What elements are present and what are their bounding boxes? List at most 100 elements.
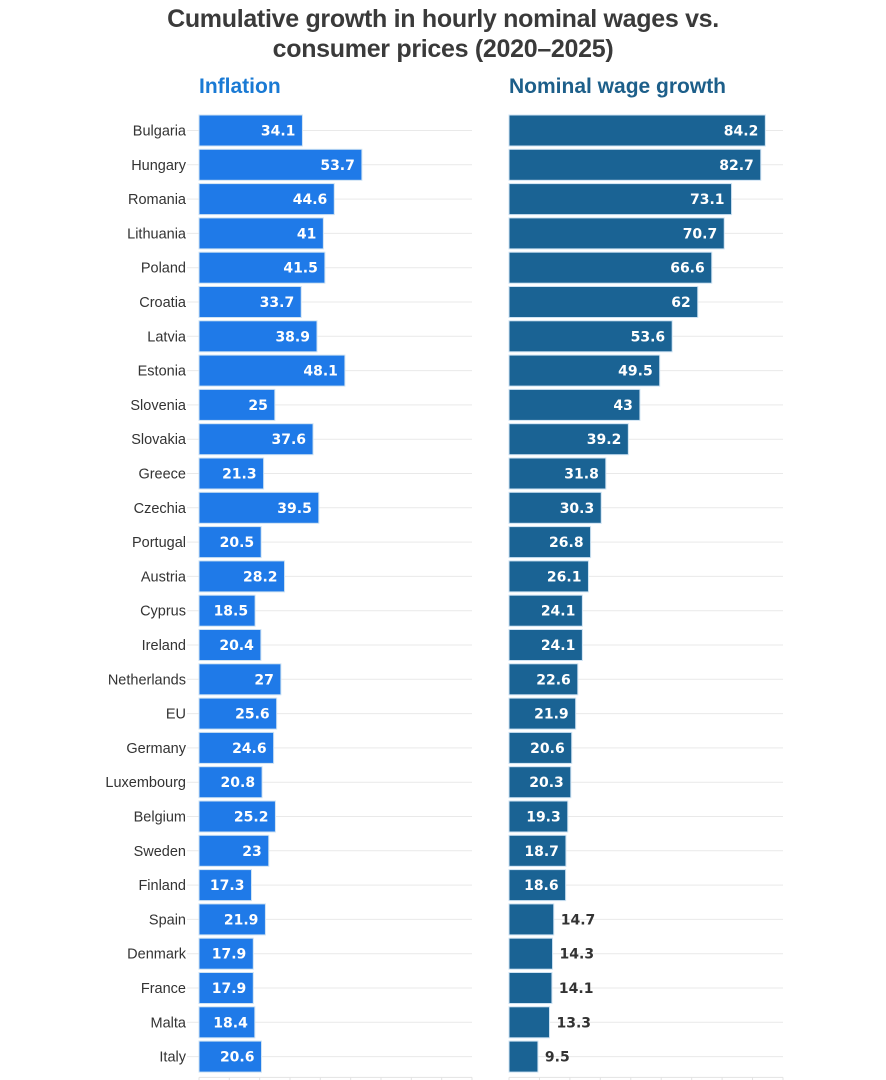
category-label: Austria xyxy=(141,569,187,585)
bar xyxy=(508,937,554,970)
data-label: 9.5 xyxy=(545,1050,570,1066)
category-label: Bulgaria xyxy=(133,124,187,140)
data-label: 53.7 xyxy=(320,158,355,174)
bar xyxy=(198,560,286,593)
chart-title: Cumulative growth in hourly nominal wage… xyxy=(0,4,886,64)
data-label: 41 xyxy=(297,226,316,242)
bar xyxy=(198,937,254,970)
category-label: Germany xyxy=(126,741,186,757)
bar xyxy=(508,423,629,456)
bar xyxy=(198,320,318,353)
bar xyxy=(198,697,278,730)
data-label: 48.1 xyxy=(303,364,338,380)
category-label: Denmark xyxy=(127,947,187,963)
data-label: 37.6 xyxy=(272,432,307,448)
category-label: Italy xyxy=(159,1050,186,1066)
data-label: 41.5 xyxy=(283,261,318,277)
bar xyxy=(198,388,276,421)
data-label: 62 xyxy=(671,295,690,311)
data-label: 21.3 xyxy=(222,467,257,483)
bar xyxy=(508,731,573,764)
data-label: 39.2 xyxy=(587,432,622,448)
panel-title-wage-growth: Nominal wage growth xyxy=(509,75,727,98)
chart-title-line-2: consumer prices (2020–2025) xyxy=(272,35,614,63)
data-label: 39.5 xyxy=(277,501,312,517)
category-label: Romania xyxy=(128,192,187,208)
bar xyxy=(198,800,276,833)
category-label: Malta xyxy=(151,1015,187,1031)
bar xyxy=(508,663,579,696)
bar xyxy=(508,629,583,661)
data-label: 19.3 xyxy=(526,810,561,826)
data-label: 17.9 xyxy=(212,981,247,997)
category-label: Hungary xyxy=(131,158,187,174)
bar xyxy=(198,251,326,284)
bar xyxy=(198,869,252,902)
data-label: 66.6 xyxy=(670,261,705,277)
bar xyxy=(508,594,583,627)
data-label: 31.8 xyxy=(564,467,599,483)
data-label: 17.9 xyxy=(212,947,247,963)
bar xyxy=(508,800,569,833)
chart-title-line-1: Cumulative growth in hourly nominal wage… xyxy=(167,5,719,33)
data-label: 17.3 xyxy=(210,878,245,894)
bar xyxy=(508,114,766,147)
bar xyxy=(198,629,262,661)
data-label: 25.2 xyxy=(234,810,269,826)
bar xyxy=(508,457,607,490)
category-label: Estonia xyxy=(138,364,187,380)
bar xyxy=(508,869,567,902)
category-label: Belgium xyxy=(134,810,186,826)
bar xyxy=(198,1006,256,1039)
bar xyxy=(508,388,641,421)
data-label: 18.6 xyxy=(524,878,559,894)
data-label: 20.6 xyxy=(220,1050,255,1066)
data-label: 53.6 xyxy=(631,329,666,345)
data-label: 24.6 xyxy=(232,741,267,757)
data-label: 28.2 xyxy=(243,569,278,585)
data-label: 43 xyxy=(613,398,632,414)
bar xyxy=(198,423,314,456)
data-label: 13.3 xyxy=(556,1015,591,1031)
bar xyxy=(198,183,335,216)
bar xyxy=(508,354,661,387)
category-label: Poland xyxy=(141,261,186,277)
category-label: Slovakia xyxy=(131,432,187,448)
category-label: Greece xyxy=(138,467,186,483)
data-label: 22.6 xyxy=(536,672,571,688)
data-label: 44.6 xyxy=(293,192,328,208)
bar xyxy=(508,320,673,353)
bar xyxy=(198,663,282,696)
data-label: 25.6 xyxy=(235,707,270,723)
bar xyxy=(508,148,762,181)
bar xyxy=(198,834,270,867)
data-label: 21.9 xyxy=(224,912,259,928)
category-label: Netherlands xyxy=(108,672,186,688)
bar xyxy=(508,697,577,730)
bar xyxy=(198,972,254,1004)
category-label: Croatia xyxy=(139,295,187,311)
category-label: Lithuania xyxy=(127,226,187,242)
bar xyxy=(508,972,553,1004)
bar xyxy=(508,1006,550,1039)
data-label: 21.9 xyxy=(534,707,569,723)
category-label: Finland xyxy=(138,878,186,894)
data-label: 20.3 xyxy=(529,775,564,791)
bar xyxy=(198,286,302,318)
bar xyxy=(198,457,265,490)
data-label: 20.8 xyxy=(221,775,256,791)
panel-title-inflation: Inflation xyxy=(199,75,281,98)
data-label: 14.7 xyxy=(561,912,596,928)
bar xyxy=(508,491,602,524)
data-label: 14.1 xyxy=(559,981,594,997)
bar xyxy=(508,1040,539,1073)
bar xyxy=(198,594,256,627)
data-label: 70.7 xyxy=(683,226,718,242)
data-label: 25 xyxy=(248,398,267,414)
bar xyxy=(198,354,346,387)
bar xyxy=(198,491,320,524)
bar xyxy=(198,114,303,147)
bar xyxy=(508,834,567,867)
data-label: 49.5 xyxy=(618,364,653,380)
data-label: 27 xyxy=(254,672,273,688)
